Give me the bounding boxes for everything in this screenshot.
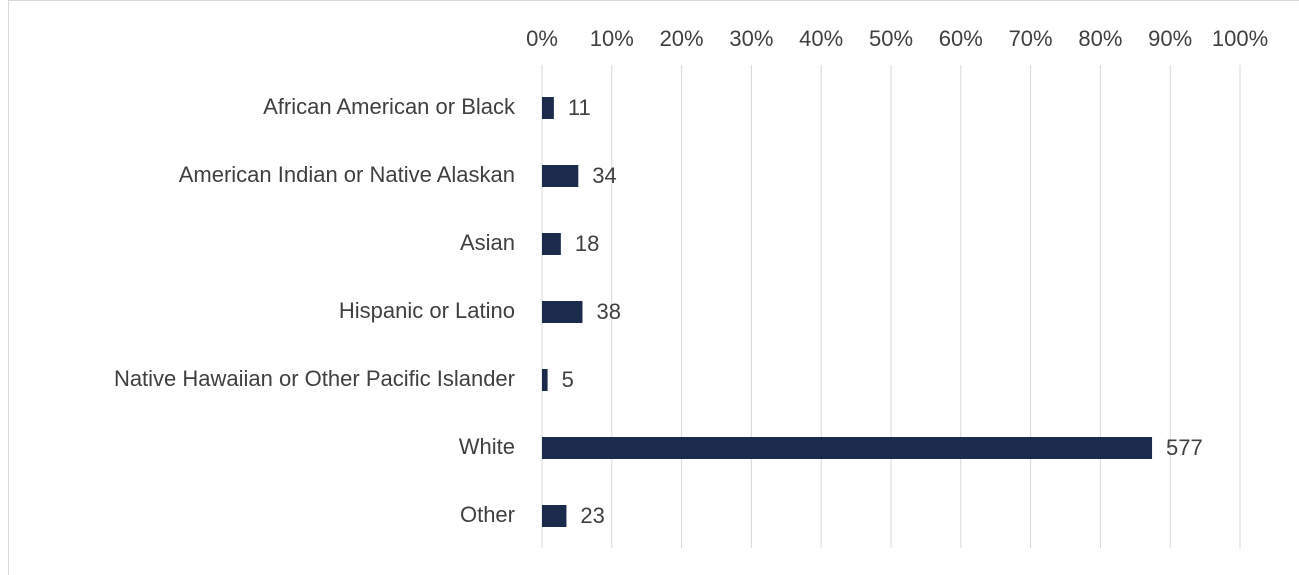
x-tick-label: 100% xyxy=(1212,26,1268,51)
x-tick-label: 60% xyxy=(939,26,983,51)
bar xyxy=(542,301,583,323)
x-tick-label: 70% xyxy=(1009,26,1053,51)
y-tick-label: Asian xyxy=(460,230,515,255)
x-tick-label: 0% xyxy=(526,26,558,51)
x-tick-label: 80% xyxy=(1078,26,1122,51)
bar xyxy=(542,505,567,527)
x-tick-label: 20% xyxy=(660,26,704,51)
bar xyxy=(542,437,1153,459)
y-tick-label: American Indian or Native Alaskan xyxy=(179,162,515,187)
y-tick-label: White xyxy=(459,434,515,459)
x-tick-label: 30% xyxy=(729,26,773,51)
data-label: 577 xyxy=(1166,435,1203,460)
data-label: 23 xyxy=(580,503,604,528)
data-label: 11 xyxy=(568,95,591,120)
data-label: 5 xyxy=(562,367,574,392)
x-tick-label: 40% xyxy=(799,26,843,51)
y-tick-label: Hispanic or Latino xyxy=(339,298,515,323)
data-label: 18 xyxy=(575,231,599,256)
data-label: 34 xyxy=(592,163,616,188)
y-tick-label: Native Hawaiian or Other Pacific Islande… xyxy=(114,366,515,391)
x-tick-label: 50% xyxy=(869,26,913,51)
bar xyxy=(542,369,548,391)
y-tick-label: Other xyxy=(460,502,515,527)
bar xyxy=(542,233,561,255)
data-label: 38 xyxy=(596,299,620,324)
x-tick-label: 10% xyxy=(590,26,634,51)
bar xyxy=(542,97,554,119)
bar xyxy=(542,165,579,187)
y-tick-label: African American or Black xyxy=(263,94,516,119)
chart-frame xyxy=(8,0,1299,575)
x-tick-label: 90% xyxy=(1148,26,1192,51)
